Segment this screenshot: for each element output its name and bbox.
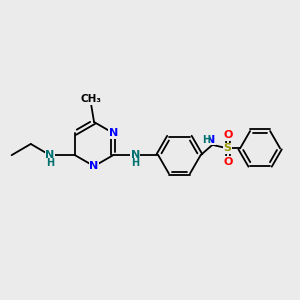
Text: H: H [202,134,210,145]
Text: H: H [46,158,54,168]
Text: CH₃: CH₃ [81,94,102,104]
Text: N: N [206,134,216,145]
Text: N: N [130,150,140,160]
Text: S: S [224,143,232,153]
Text: O: O [224,157,233,166]
Text: O: O [224,130,233,140]
Text: N: N [45,150,55,160]
Text: H: H [131,158,139,168]
Text: N: N [109,128,118,138]
Text: N: N [89,161,99,171]
